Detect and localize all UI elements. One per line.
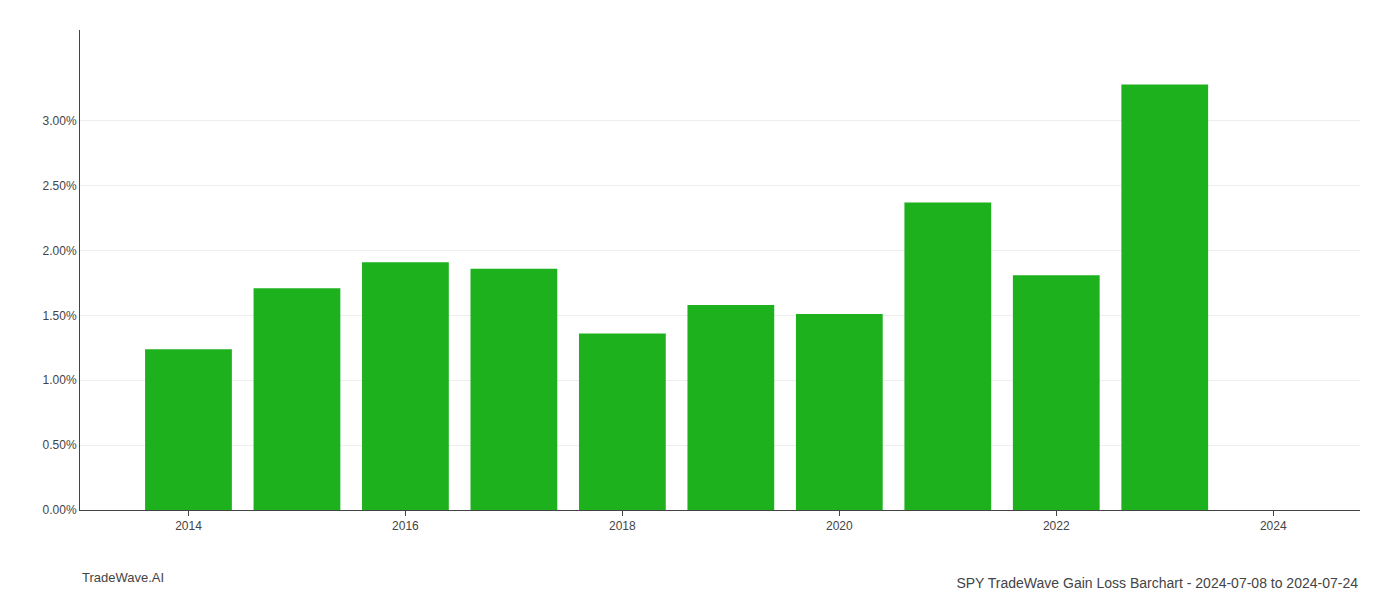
svg-text:2018: 2018 [609, 519, 636, 533]
svg-text:2024: 2024 [1260, 519, 1287, 533]
svg-text:TradeWave.AI: TradeWave.AI [82, 570, 164, 585]
svg-text:2014: 2014 [175, 519, 202, 533]
svg-text:0.50%: 0.50% [43, 438, 77, 452]
svg-text:1.00%: 1.00% [43, 373, 77, 387]
svg-text:0.00%: 0.00% [43, 503, 77, 517]
svg-text:2022: 2022 [1043, 519, 1070, 533]
svg-text:2.00%: 2.00% [43, 244, 77, 258]
svg-text:1.50%: 1.50% [43, 309, 77, 323]
svg-text:SPY TradeWave Gain Loss Barcha: SPY TradeWave Gain Loss Barchart - 2024-… [956, 575, 1358, 591]
svg-text:2016: 2016 [392, 519, 419, 533]
svg-text:2020: 2020 [826, 519, 853, 533]
svg-text:3.00%: 3.00% [43, 114, 77, 128]
svg-text:2.50%: 2.50% [43, 179, 77, 193]
